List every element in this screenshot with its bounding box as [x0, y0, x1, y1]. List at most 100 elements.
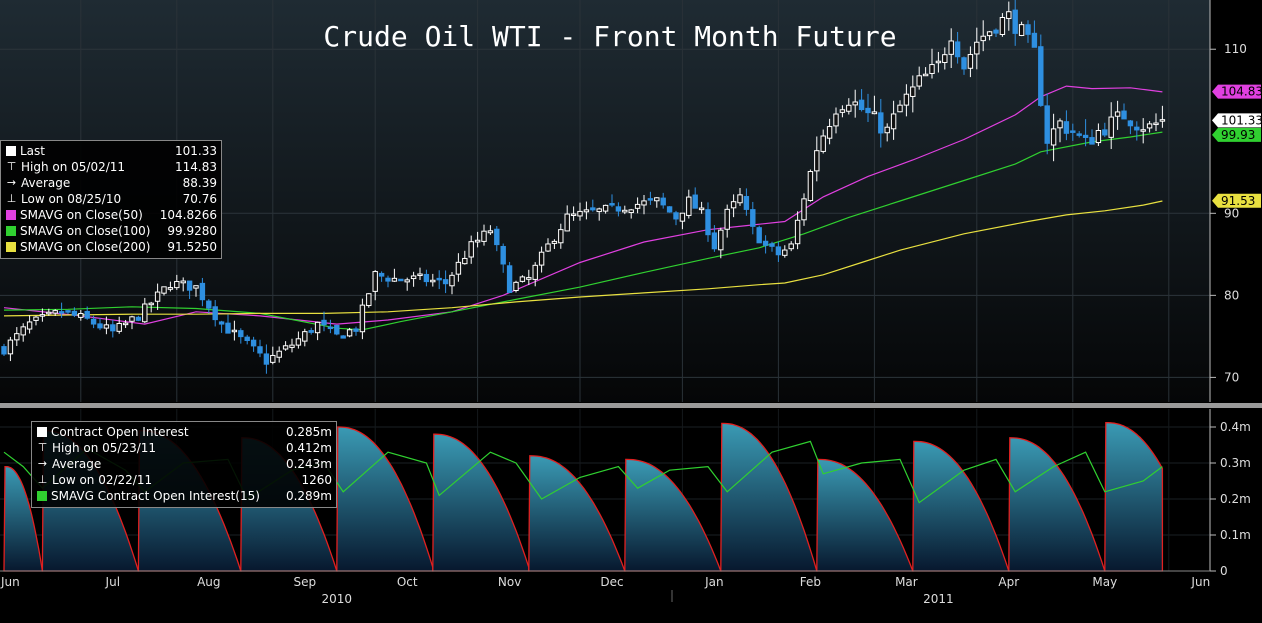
candle-body [1082, 134, 1089, 138]
candle-body [858, 99, 865, 111]
high-marker-icon: ⊤ [37, 441, 48, 454]
candle-body [820, 135, 826, 152]
candle-body [212, 306, 218, 321]
candle-body [628, 209, 634, 214]
candle-body [372, 271, 378, 292]
open-interest-cycle [432, 433, 530, 572]
candle-body [455, 261, 462, 275]
candle-body [967, 54, 974, 69]
candle-body [186, 280, 193, 291]
month-label: Nov [498, 575, 521, 589]
legend-swatch [37, 427, 47, 437]
candle-body [366, 293, 372, 307]
legend-label: High on 05/02/11 [21, 160, 126, 174]
candle-body [711, 232, 718, 250]
legend-row: Contract Open Interest 0.285m [36, 424, 332, 440]
oi-tick-label: 0.4m [1220, 420, 1251, 434]
legend-row: ⊥ Low on 02/22/11 1260 [36, 472, 332, 488]
candle-body [916, 75, 922, 87]
candle-body [718, 229, 724, 251]
candle-body [1031, 32, 1038, 48]
candle-body [20, 326, 26, 336]
price-tag [1212, 113, 1261, 128]
legend-value: 0.243m [285, 457, 332, 471]
candle-body [698, 207, 705, 211]
legend-value: 104.8266 [159, 208, 217, 222]
candle-body [890, 113, 897, 130]
candle-body [922, 73, 929, 77]
candle-body [954, 41, 961, 58]
candle-body [865, 107, 871, 114]
candle-body [673, 212, 679, 220]
high-marker-icon: ⊤ [6, 160, 17, 173]
legend-label: SMAVG Contract Open Interest(15) [51, 489, 260, 503]
candle-body [193, 285, 199, 289]
candle-body [1146, 123, 1153, 129]
candle-body [1038, 46, 1044, 106]
open-interest-cycle [816, 458, 914, 572]
candle-body [794, 219, 801, 245]
low-marker-icon: ⊥ [6, 192, 17, 205]
chart-title: Crude Oil WTI - Front Month Future [323, 20, 896, 53]
candle-body [551, 240, 558, 244]
candle-body [961, 57, 967, 70]
candle-body [263, 353, 270, 365]
candle-body [462, 257, 468, 265]
legend-value: 0.285m [285, 425, 332, 439]
candle-body [814, 150, 820, 172]
candle-body [743, 196, 750, 210]
candle-body [135, 316, 142, 321]
candle-body [519, 276, 526, 282]
open-interest-cycle [720, 422, 818, 572]
month-label: Apr [998, 575, 1019, 589]
legend-value: 88.39 [182, 176, 217, 190]
candle-body [167, 287, 174, 290]
legend-label: SMAVG on Close(50) [20, 208, 143, 222]
candle-body [218, 321, 225, 325]
candle-body [1006, 11, 1012, 19]
legend-swatch [6, 242, 16, 252]
candle-body [647, 198, 654, 201]
low-marker-icon: ⊥ [37, 473, 48, 486]
month-label: Sep [293, 575, 316, 589]
legend-label: SMAVG on Close(100) [20, 224, 151, 238]
price-tag [1212, 193, 1261, 208]
open-interest-cycle [624, 458, 722, 572]
candle-body [986, 31, 993, 37]
candle-body [97, 323, 103, 329]
candle-body [26, 321, 33, 330]
price-tag-label: 99.93 [1221, 128, 1255, 142]
candle-body [1, 346, 7, 355]
legend-value: 101.33 [175, 144, 217, 158]
candle-body [46, 311, 52, 315]
candle-body [1127, 120, 1134, 127]
candle-body [500, 245, 506, 265]
candle-body [609, 203, 615, 206]
candle-body [14, 333, 20, 341]
candle-body [481, 230, 487, 242]
candle-body [295, 338, 302, 346]
legend-label: Average [52, 457, 102, 471]
candle-body [788, 243, 794, 250]
legend-value: 0.289m [285, 489, 332, 503]
candle-body [1108, 116, 1114, 138]
candle-body [244, 336, 250, 341]
candle-body [103, 324, 110, 329]
candle-body [602, 204, 609, 212]
legend-row: → Average 88.39 [5, 175, 217, 191]
candle-body [903, 93, 910, 106]
candle-body [410, 275, 417, 280]
candle-body [590, 207, 596, 211]
candle-body [78, 313, 84, 318]
open-interest-legend: Contract Open Interest 0.285m ⊤ High on 05/… [31, 421, 337, 508]
candle-body [327, 326, 334, 330]
oi-tick-label: 0.1m [1220, 528, 1251, 542]
candle-body [494, 228, 500, 246]
legend-row: → Average 0.243m [36, 456, 332, 472]
candle-body [270, 354, 276, 363]
candle-body [897, 104, 903, 113]
candle-body [1095, 130, 1102, 144]
candle-body [583, 209, 590, 213]
candle-body [999, 17, 1006, 35]
